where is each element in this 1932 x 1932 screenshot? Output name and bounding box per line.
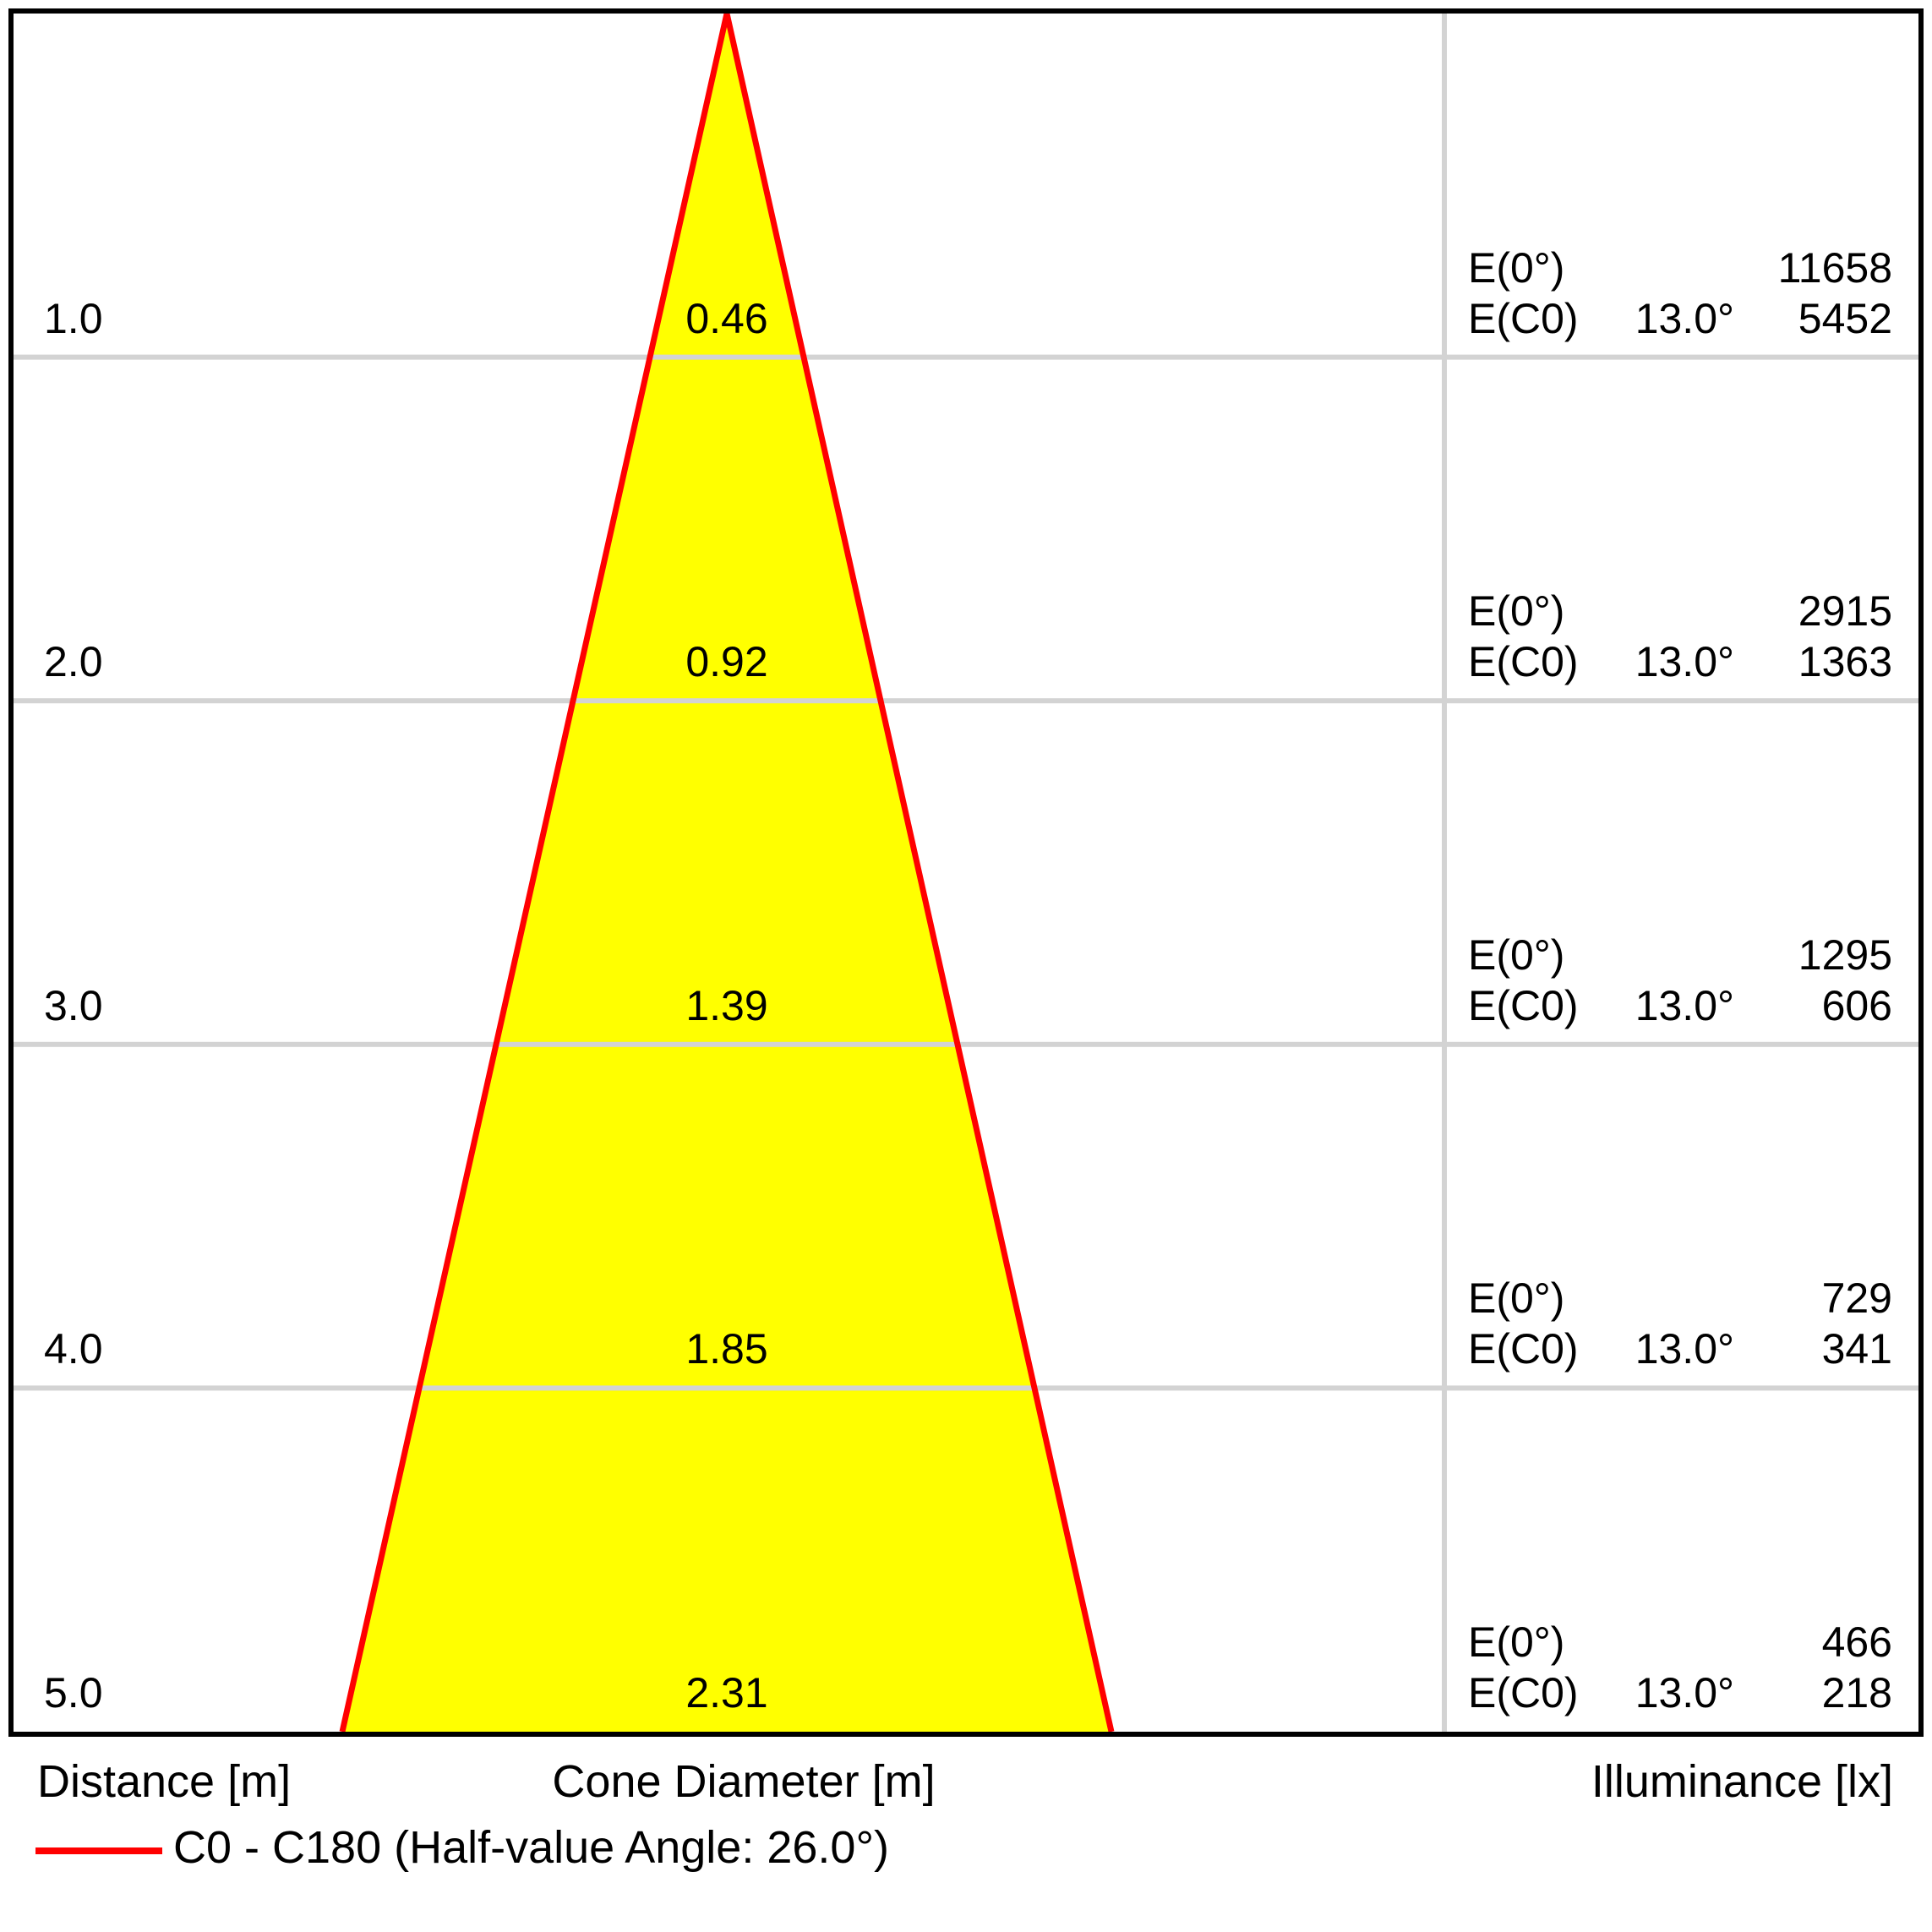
ec0-value: 5452 xyxy=(1798,295,1892,342)
cone-chart-canvas xyxy=(14,14,1918,1732)
cone-diameter-value: 0.92 xyxy=(685,638,768,685)
illuminance-e0-line: E(0°) 1295 xyxy=(1447,931,1918,979)
e0-value: 1295 xyxy=(1798,931,1892,979)
ec0-label: E(C0) xyxy=(1468,982,1579,1029)
illuminance-ec0-line: E(C0) 13.0° 606 xyxy=(1447,982,1918,1029)
e0-label: E(0°) xyxy=(1468,931,1565,979)
distance-axis-label: Distance [m] xyxy=(37,1756,292,1807)
gridline-3m xyxy=(14,1041,1918,1047)
e0-value: 2915 xyxy=(1798,587,1892,635)
gridline-2m xyxy=(14,698,1918,704)
cone-diameter-value: 1.85 xyxy=(685,1325,768,1373)
ec0-value: 341 xyxy=(1821,1325,1892,1373)
distance-label: 3.0 xyxy=(44,982,103,1029)
ec0-value: 606 xyxy=(1821,982,1892,1029)
ec0-label: E(C0) xyxy=(1468,295,1579,342)
gridline-4m xyxy=(14,1385,1918,1391)
illuminance-axis-label: Illuminance [lx] xyxy=(1591,1756,1893,1807)
e0-value: 11658 xyxy=(1777,244,1892,292)
beam-angle: 13.0° xyxy=(1635,1325,1734,1373)
illuminance-e0-line: E(0°) 11658 xyxy=(1447,244,1918,292)
e0-value: 466 xyxy=(1821,1618,1892,1666)
ec0-label: E(C0) xyxy=(1468,638,1579,685)
ec0-value: 1363 xyxy=(1798,638,1892,685)
distance-label: 2.0 xyxy=(44,638,103,685)
light-cone-fill xyxy=(342,14,1111,1732)
e0-value: 729 xyxy=(1821,1274,1892,1322)
cone-diameter-value: 0.46 xyxy=(685,295,768,342)
ec0-label: E(C0) xyxy=(1468,1669,1579,1716)
illuminance-e0-line: E(0°) 729 xyxy=(1447,1274,1918,1322)
cone-chart-frame: 1.0 0.46 2.0 0.92 3.0 1.39 4.0 1.85 5.0 … xyxy=(8,8,1924,1737)
e0-label: E(0°) xyxy=(1468,1618,1565,1666)
panel-divider xyxy=(1442,14,1447,1732)
e0-label: E(0°) xyxy=(1468,244,1565,292)
illuminance-e0-line: E(0°) 2915 xyxy=(1447,587,1918,635)
distance-label: 1.0 xyxy=(44,295,103,342)
cone-diameter-axis-label: Cone Diameter [m] xyxy=(552,1756,936,1807)
e0-label: E(0°) xyxy=(1468,587,1565,635)
beam-angle: 13.0° xyxy=(1635,295,1734,342)
illuminance-e0-line: E(0°) 466 xyxy=(1447,1618,1918,1666)
cone-diameter-value: 2.31 xyxy=(685,1669,768,1716)
legend: C0 - C180 (Half-value Angle: 26.0°) xyxy=(0,1819,1932,1878)
beam-angle: 13.0° xyxy=(1635,638,1734,685)
gridline-1m xyxy=(14,354,1918,360)
illuminance-panel: E(0°) 11658 E(C0) 13.0° 5452 E(0°) 2915 … xyxy=(1447,14,1918,1732)
ec0-label: E(C0) xyxy=(1468,1325,1579,1373)
distance-label: 5.0 xyxy=(44,1669,103,1716)
e0-label: E(0°) xyxy=(1468,1274,1565,1322)
illuminance-ec0-line: E(C0) 13.0° 218 xyxy=(1447,1669,1918,1716)
light-cone-edge xyxy=(339,14,1115,1732)
beam-angle: 13.0° xyxy=(1635,1669,1734,1716)
legend-label: C0 - C180 (Half-value Angle: 26.0°) xyxy=(173,1822,890,1873)
cone-diameter-value: 1.39 xyxy=(685,982,768,1029)
legend-red-line-swatch xyxy=(35,1847,162,1854)
ec0-value: 218 xyxy=(1821,1669,1892,1716)
distance-label: 4.0 xyxy=(44,1325,103,1373)
illuminance-ec0-line: E(C0) 13.0° 5452 xyxy=(1447,295,1918,342)
beam-angle: 13.0° xyxy=(1635,982,1734,1029)
illuminance-ec0-line: E(C0) 13.0° 1363 xyxy=(1447,638,1918,685)
illuminance-ec0-line: E(C0) 13.0° 341 xyxy=(1447,1325,1918,1373)
